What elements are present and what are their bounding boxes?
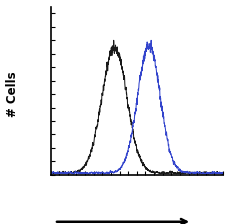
Text: # Cells: # Cells	[6, 71, 19, 117]
